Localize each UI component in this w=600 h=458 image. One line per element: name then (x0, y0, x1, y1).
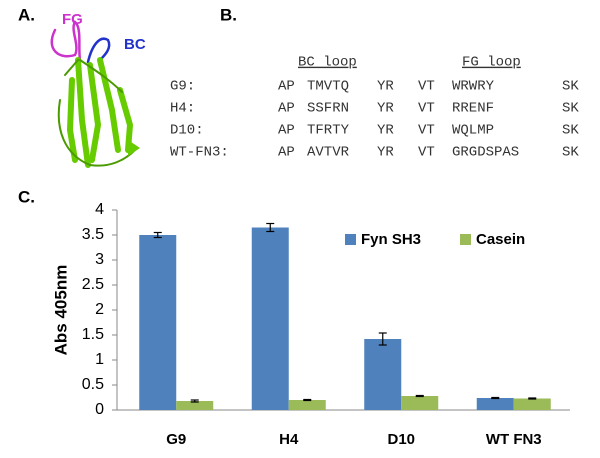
error-bar (378, 332, 387, 346)
table-cell: G9: (170, 79, 195, 95)
y-tick-label: 4 (95, 201, 104, 218)
bar (476, 398, 514, 410)
table-cell: SK (562, 79, 579, 95)
sequence-table: BC loop FG loop (298, 55, 521, 71)
table-cell: H4: (170, 101, 195, 117)
bar (176, 401, 214, 410)
y-tick-label: 2.5 (82, 276, 104, 293)
table-cell: GRGDSPAS (452, 145, 519, 161)
y-tick-label: 0.5 (82, 376, 104, 393)
table-cell: YR (377, 145, 394, 161)
table-cell: AP (278, 123, 295, 139)
error-bar (528, 397, 537, 400)
table-header: FG loop (462, 55, 521, 71)
bar (364, 339, 402, 410)
y-tick-label: 2 (95, 301, 104, 318)
panel-label: A. (18, 5, 35, 24)
y-tick-label: 3 (95, 251, 104, 268)
table-cell: AP (278, 79, 295, 95)
y-tick-label: 0 (95, 401, 104, 418)
error-bar (303, 398, 312, 402)
error-bar (190, 399, 199, 403)
y-tick-label: 1 (95, 351, 104, 368)
protein-structure (50, 20, 140, 168)
table-cell: YR (377, 101, 394, 117)
error-bar (491, 396, 500, 400)
y-tick-label: 1.5 (82, 326, 104, 343)
table-cell: TMVTQ (307, 79, 349, 95)
x-tick-label: G9 (166, 431, 186, 448)
error-bar (266, 222, 275, 233)
bar (251, 227, 289, 410)
bar (401, 396, 439, 410)
table-cell: WT-FN3: (170, 145, 229, 161)
error-bar (415, 394, 424, 398)
x-tick-label: H4 (279, 431, 299, 448)
table-cell: AP (278, 101, 295, 117)
x-tick-label: WT FN3 (486, 431, 542, 448)
legend-label: Fyn SH3 (361, 231, 421, 248)
loop-label: BC (124, 36, 146, 53)
table-cell: VT (418, 145, 435, 161)
table-cell: WRWRY (452, 79, 495, 95)
table-cell: YR (377, 79, 394, 95)
table-cell: SSFRN (307, 101, 349, 117)
table-cell: TFRTY (307, 123, 350, 139)
bar (513, 398, 551, 410)
error-bar (153, 231, 162, 239)
table-cell: VT (418, 123, 435, 139)
table-cell: SK (562, 123, 579, 139)
table-cell: AP (278, 145, 295, 161)
legend-swatch (460, 234, 471, 245)
table-cell: RRENF (452, 101, 494, 117)
bar (139, 235, 177, 410)
table-cell: AVTVR (307, 145, 350, 161)
table-cell: VT (418, 79, 435, 95)
legend-label: Casein (476, 231, 525, 248)
table-cell: SK (562, 101, 579, 117)
panel-label: B. (220, 5, 237, 24)
bar (288, 400, 326, 410)
table-header: BC loop (298, 55, 357, 71)
x-tick-label: D10 (387, 431, 415, 448)
panel-label: C. (18, 187, 35, 206)
y-axis-label: Abs 405nm (51, 265, 70, 356)
table-cell: D10: (170, 123, 204, 139)
y-tick-label: 3.5 (82, 226, 104, 243)
table-cell: VT (418, 101, 435, 117)
legend-swatch (345, 234, 356, 245)
table-cell: YR (377, 123, 394, 139)
table-cell: WQLMP (452, 123, 494, 139)
loop-label: FG (62, 11, 83, 28)
table-cell: SK (562, 145, 579, 161)
